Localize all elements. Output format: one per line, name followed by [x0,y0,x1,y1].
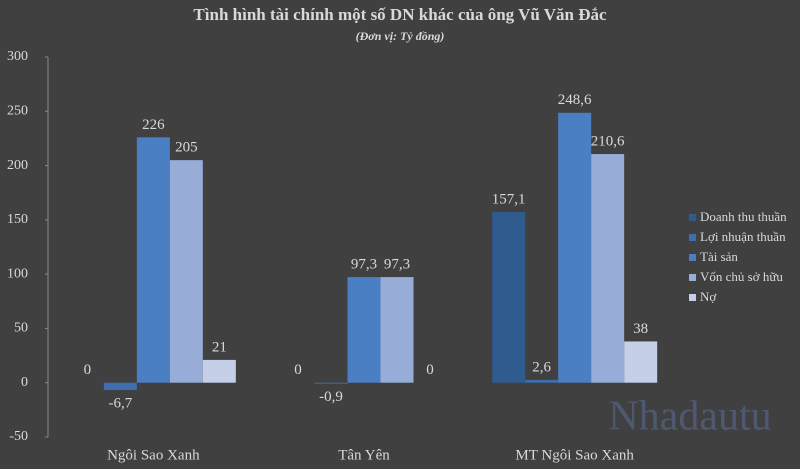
bar [380,277,414,383]
legend-label: Doanh thu thuần [700,209,787,224]
value-label: 248,6 [558,92,592,108]
y-tick-label: 200 [7,158,28,173]
y-tick-label: 300 [7,49,28,64]
bar [492,212,526,383]
legend-label: Tài sản [700,249,738,264]
bar [591,154,625,383]
x-tick-label: MT Ngôi Sao Xanh [515,447,634,463]
bar [169,160,203,383]
chart-subtitle: (Đơn vị: Tỷ đồng) [356,29,445,43]
value-label: 0 [84,362,92,378]
value-label: 226 [142,117,165,133]
bar [314,382,348,384]
y-tick-label: 100 [7,266,28,281]
value-label: -0,9 [319,389,343,405]
y-tick-label: 50 [14,321,28,336]
legend-swatch [689,254,696,261]
bar [347,277,381,383]
x-tick-label: Tân Yên [338,447,390,463]
legend-swatch [689,234,696,241]
bar [202,359,236,383]
legend-label: Vốn chủ sở hữu [700,269,783,284]
legend-swatch [689,274,696,281]
value-label: 210,6 [591,134,625,150]
chart-title: Tình hình tài chính một số DN khác của ô… [193,5,607,24]
value-label: 38 [633,321,648,337]
value-label: -6,7 [108,395,132,411]
watermark: Nhadautu [608,394,771,440]
legend-label: Nợ [700,289,717,304]
legend-swatch [689,294,696,301]
x-tick-label: Ngôi Sao Xanh [107,447,200,463]
y-tick-label: 0 [21,375,28,390]
bar [558,112,592,383]
value-label: 157,1 [492,192,526,208]
bar [525,379,559,383]
legend-swatch [689,214,696,221]
value-label: 97,3 [384,257,410,273]
value-label: 97,3 [351,257,377,273]
legend-label: Lợi nhuận thuần [700,229,786,244]
y-tick-label: -50 [9,429,28,444]
bar [624,341,658,383]
value-label: 0 [426,362,434,378]
value-label: 21 [212,339,227,355]
bar [136,137,170,383]
y-tick-label: 150 [7,212,28,227]
value-label: 205 [175,140,198,156]
value-label: 2,6 [532,359,551,375]
y-tick-label: 250 [7,104,28,119]
value-label: 0 [294,362,302,378]
bar [103,382,137,390]
